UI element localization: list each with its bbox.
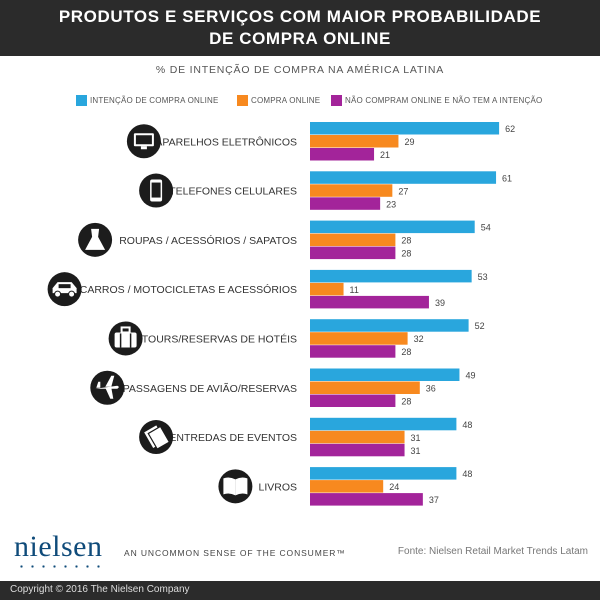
legend-swatch-intencao <box>76 94 87 106</box>
bar-intencao <box>310 220 475 234</box>
value-label-compra: 24 <box>389 482 399 492</box>
value-label-intencao: 61 <box>502 173 512 183</box>
legend-item-compra: COMPRA ONLINE <box>237 94 320 106</box>
value-label-intencao: 62 <box>505 124 515 134</box>
chart-title-line-2: DE COMPRA ONLINE <box>209 29 391 48</box>
category-label: CARROS / MOTOCICLETAS E ACESSÓRIOS <box>80 283 297 296</box>
bar-compra <box>310 332 408 345</box>
footer-source: Fonte: Nielsen Retail Market Trends Lata… <box>397 546 588 557</box>
value-label-intencao: 49 <box>465 371 475 381</box>
bar-nao-compram <box>310 148 375 161</box>
category-label: LIVROS <box>258 481 297 493</box>
header-bar: PRODUTOS E SERVIÇOS COM MAIOR PROBABILID… <box>0 0 600 56</box>
legend-item-intencao: INTENÇÃO DE COMPRA ONLINE <box>76 94 219 106</box>
bar-intencao <box>310 417 457 431</box>
value-label-nao-compram: 28 <box>401 249 411 259</box>
value-label-nao-compram: 21 <box>380 150 390 160</box>
value-label-compra: 32 <box>414 334 424 344</box>
bar-nao-compram <box>310 246 396 260</box>
bar-nao-compram <box>310 493 423 506</box>
smartphone-icon <box>139 173 174 208</box>
luggage-icon <box>108 321 143 356</box>
bar-intencao <box>310 467 457 480</box>
book-icon <box>218 469 253 504</box>
value-label-compra: 27 <box>398 186 408 196</box>
value-label-intencao: 48 <box>462 420 472 430</box>
bar-nao-compram <box>310 345 396 358</box>
car-icon <box>47 272 82 307</box>
value-label-compra: 36 <box>426 384 436 394</box>
bar-compra <box>310 233 396 247</box>
nielsen-logo: nielsen <box>14 530 103 563</box>
nielsen-logo-dots <box>16 565 104 568</box>
chart-subtitle: % DE INTENÇÃO DE COMPRA NA AMÉRICA LATIN… <box>155 64 445 76</box>
value-label-nao-compram: 28 <box>401 397 411 407</box>
value-label-intencao: 48 <box>462 469 472 479</box>
bar-nao-compram <box>310 197 381 210</box>
category-label: ROUPAS / ACESSÓRIOS / SAPATOS <box>119 234 297 247</box>
value-label-intencao: 54 <box>481 223 491 233</box>
bar-intencao <box>310 269 472 283</box>
ticket-icon <box>139 420 174 455</box>
bar-intencao <box>310 171 497 184</box>
monitor-icon <box>126 124 161 159</box>
bar-compra <box>310 282 344 296</box>
airplane-icon <box>90 370 125 405</box>
legend-swatch-nao-compram <box>331 94 342 106</box>
dress-icon <box>78 222 113 257</box>
bar-compra <box>310 381 420 394</box>
legend-label-nao-compram: NÃO COMPRAM ONLINE E NÃO TEM A INTENÇÃO <box>345 95 543 105</box>
value-label-nao-compram: 37 <box>429 495 439 505</box>
value-label-nao-compram: 31 <box>411 446 421 456</box>
chart-title-line-1: PRODUTOS E SERVIÇOS COM MAIOR PROBABILID… <box>58 7 542 26</box>
value-label-intencao: 52 <box>475 321 485 331</box>
value-label-compra: 31 <box>411 433 421 443</box>
bar-nao-compram <box>310 295 429 309</box>
category-label: APARELHOS ELETRÔNICOS <box>155 135 297 148</box>
value-label-nao-compram: 23 <box>386 199 396 209</box>
value-label-compra: 11 <box>350 285 359 295</box>
value-label-nao-compram: 28 <box>401 347 411 357</box>
bar-nao-compram <box>310 443 405 457</box>
legend-label-compra: COMPRA ONLINE <box>251 95 321 105</box>
legend-swatch-compra <box>237 94 248 106</box>
legend-item-nao-compram: NÃO COMPRAM ONLINE E NÃO TEM A INTENÇÃO <box>331 94 542 106</box>
bar-intencao <box>310 122 500 135</box>
category-label: TELEFONES CELULARES <box>169 186 297 198</box>
copyright-bar: Copyright © 2016 The Nielsen Company <box>0 581 600 600</box>
chart-title: PRODUTOS E SERVIÇOS COM MAIOR PROBABILID… <box>0 6 600 50</box>
legend-label-intencao: INTENÇÃO DE COMPRA ONLINE <box>90 95 219 105</box>
footer-tagline: AN UNCOMMON SENSE OF THE CONSUMER™ <box>124 548 346 558</box>
category-label: ENTREDAS DE EVENTOS <box>169 432 297 444</box>
bar-intencao <box>310 368 460 381</box>
bar-nao-compram <box>310 394 396 407</box>
category-label: PASSAGENS DE AVIÃO/RESERVAS <box>123 382 297 395</box>
bar-compra <box>310 430 405 444</box>
value-label-compra: 28 <box>401 236 411 246</box>
category-label: TOURS/RESERVAS DE HOTÉIS <box>142 332 297 345</box>
value-label-intencao: 53 <box>478 272 488 282</box>
bar-compra <box>310 135 399 148</box>
bar-compra <box>310 480 384 493</box>
value-label-compra: 29 <box>404 137 414 147</box>
copyright-text: Copyright © 2016 The Nielsen Company <box>10 584 190 595</box>
bar-compra <box>310 184 393 197</box>
bar-intencao <box>310 319 469 332</box>
value-label-nao-compram: 39 <box>435 298 445 308</box>
